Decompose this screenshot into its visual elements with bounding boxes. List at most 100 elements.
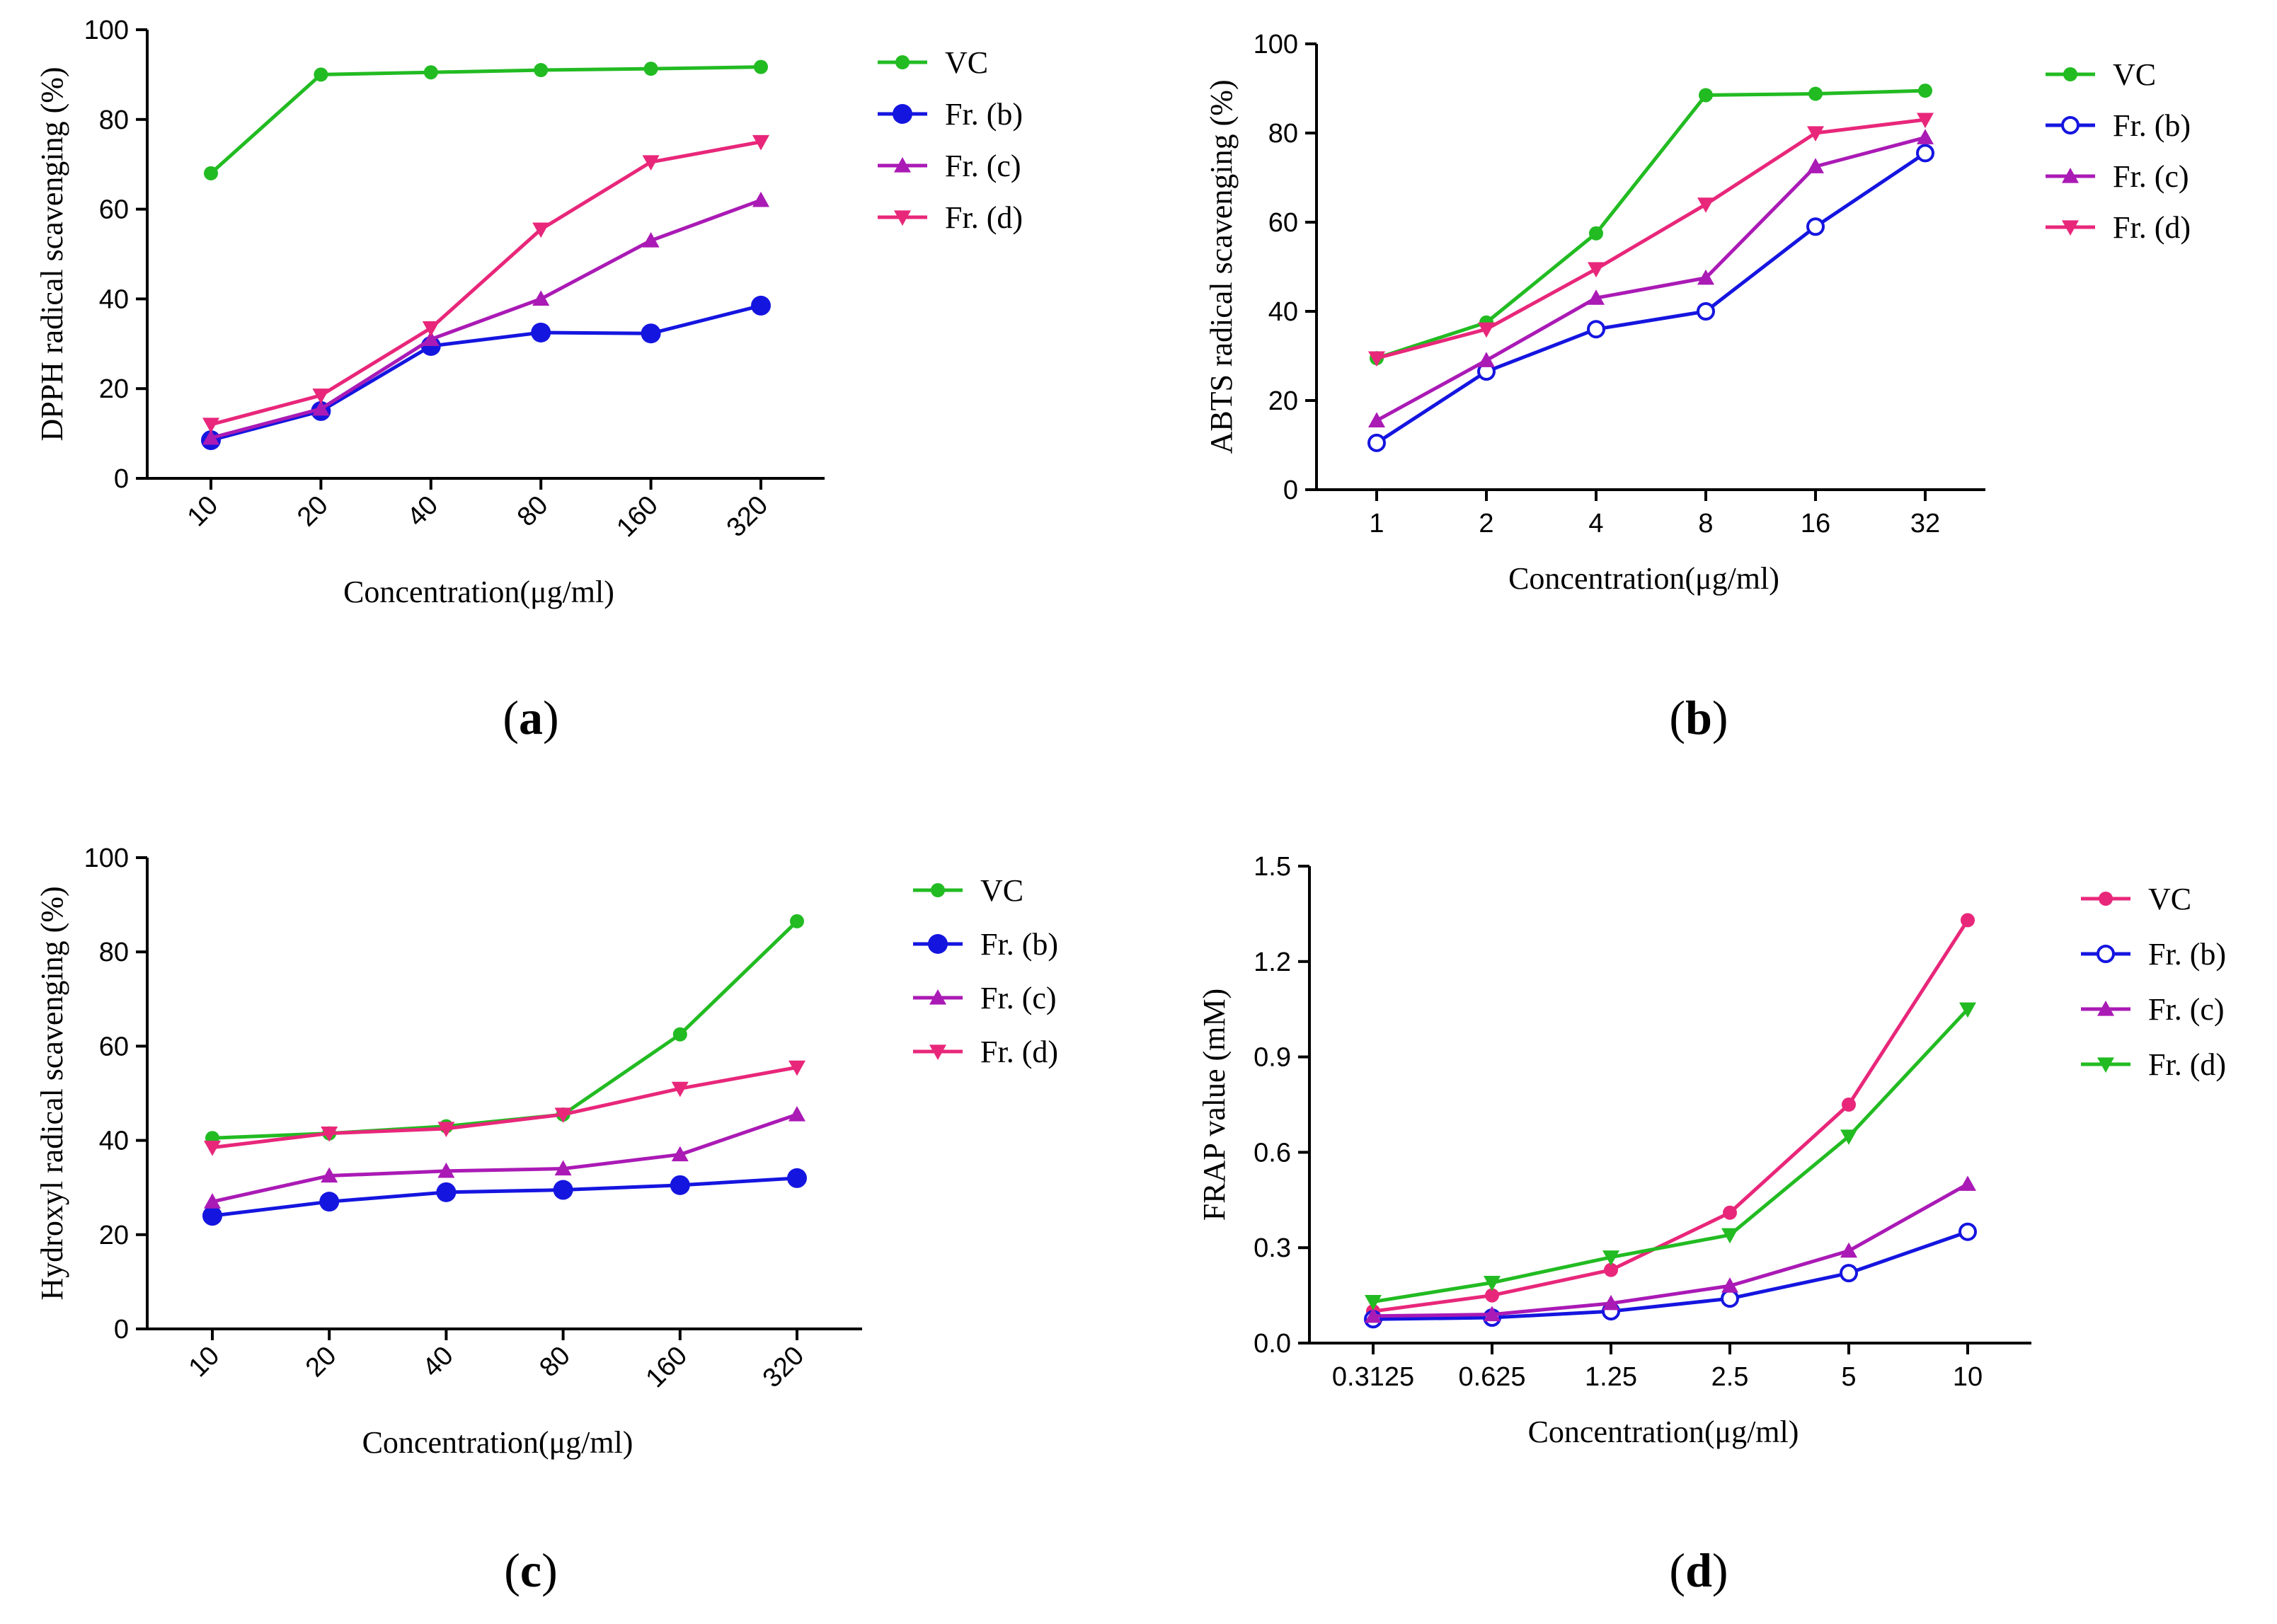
chart-b-y-tick-label: 40	[1268, 297, 1298, 327]
chart-b-data-point	[1697, 269, 1714, 285]
chart-a-data-point	[532, 290, 550, 306]
chart-b-data-point	[1589, 226, 1603, 241]
chart-d-data-point	[1840, 1242, 1857, 1258]
chart-d-series-line	[1372, 1008, 1969, 1304]
chart-c-legend-label: VC	[980, 873, 1023, 908]
chart-a-y-tick-label: 60	[99, 195, 129, 225]
chart-b-xlabel: Concentration(μg/ml)	[1508, 561, 1779, 596]
chart-c-xlabel: Concentration(μg/ml)	[362, 1425, 633, 1460]
chart-d-ylabel: FRAP value (mM)	[1197, 989, 1232, 1221]
chart-d-data-point	[1485, 1288, 1499, 1303]
chart-a-y-tick-label: 80	[99, 105, 129, 135]
chart-d-data-point	[1840, 1264, 1858, 1283]
chart-a-data-point	[532, 222, 550, 238]
chart-d-x-tick-label: 1.25	[1585, 1362, 1637, 1392]
chart-a-data-point	[202, 417, 219, 433]
chart-c-data-point	[436, 1182, 457, 1202]
chart-a-x-tick-label: 160	[611, 490, 664, 543]
chart-d-x-tick-label: 0.3125	[1332, 1362, 1414, 1392]
chart-a-y-tick-label: 40	[99, 284, 129, 314]
chart-b-data-point	[1697, 197, 1714, 213]
chart-d-series-2	[1365, 1175, 1976, 1323]
chart-d-data-point	[1840, 1129, 1857, 1145]
chart-b-data-point	[1587, 320, 1605, 339]
chart-d-data-point	[1602, 1250, 1619, 1266]
chart-c-y-tick-label: 20	[99, 1221, 129, 1250]
chart-a-data-point	[423, 65, 438, 80]
chart-b-series-0	[1370, 83, 1932, 366]
chart-b-x-tick-label: 4	[1588, 509, 1603, 539]
chart-a-y-tick-label: 0	[114, 464, 129, 494]
chart-a-series-line	[210, 198, 762, 440]
chart-d-data-point	[1602, 1294, 1619, 1311]
chart-a-x-tick-label: 20	[292, 490, 334, 533]
chart-a-legend-entry: Fr. (b)	[878, 97, 1023, 132]
chart-c-svg: 0 20 40 60 80 100 10 20 40 80 160 320 Hydroxyl radic…	[35, 843, 1058, 1460]
chart-a-series-line	[210, 304, 762, 442]
chart-a-data-point	[642, 155, 660, 171]
chart-d-x-tick-label: 10	[1953, 1362, 1983, 1392]
chart-b-data-point	[1806, 217, 1825, 236]
chart-d-y-tick-label: 0.6	[1254, 1138, 1291, 1168]
chart-c-y-tick-label: 40	[99, 1127, 129, 1156]
chart-c-x-tick-label: 10	[183, 1341, 226, 1383]
chart-b-data-point	[1916, 144, 1934, 163]
chart-b-y-tick-label: 60	[1268, 208, 1298, 238]
chart-b-data-point	[1588, 262, 1605, 278]
chart-b-legend-marker	[2061, 116, 2080, 134]
chart-d-data-point	[1959, 1002, 1976, 1018]
chart-d-series-line	[1372, 1182, 1969, 1318]
chart-b-data-point	[1917, 129, 1934, 144]
chart-c-y-tick-label: 60	[99, 1032, 129, 1061]
chart-b-series-line	[1376, 88, 1926, 360]
chart-c-legend-entry: Fr. (d)	[913, 1035, 1058, 1069]
chart-a-data-point	[312, 388, 330, 404]
chart-a-series-3	[202, 134, 769, 433]
chart-d-xlabel: Concentration(μg/ml)	[1528, 1415, 1799, 1449]
chart-a-data-point	[202, 429, 219, 445]
chart-b-x-tick-label: 2	[1479, 509, 1493, 539]
chart-d-data-point	[1958, 1222, 1977, 1241]
chart-b-x-tick-label: 1	[1369, 509, 1384, 539]
chart-a-legend-label: Fr. (b)	[945, 97, 1023, 132]
chart-c-series-0	[205, 914, 804, 1146]
chart-c-data-point	[321, 1167, 338, 1183]
chart-b-ylabel: ABTS radical scavenging (%)	[1204, 79, 1239, 454]
chart-d-legend-marker	[2099, 892, 2113, 906]
panel-label-c: (c)	[504, 1543, 558, 1597]
chart-b-data-point	[1368, 351, 1385, 367]
chart-a-legend-marker	[894, 210, 911, 226]
chart-b-data-point	[1588, 289, 1605, 305]
chart-a-series-0	[204, 59, 768, 180]
chart-b-y-tick-label: 20	[1268, 386, 1298, 416]
chart-c-series-3	[204, 1060, 805, 1156]
chart-a-data-point	[752, 191, 769, 207]
chart-b-data-point	[1697, 302, 1715, 321]
chart-c-y-tick-label: 80	[99, 938, 129, 967]
chart-b-data-point	[1478, 352, 1495, 367]
chart-b-x-tick-label: 16	[1801, 509, 1830, 539]
chart-b-data-point	[1918, 83, 1932, 98]
panel-label-d: (d)	[1669, 1543, 1728, 1597]
chart-b-series-1	[1367, 144, 1934, 452]
chart-b-legend-entry: VC	[2046, 57, 2156, 92]
chart-b-data-point	[1807, 158, 1824, 173]
chart-a-x-tick-label: 40	[402, 490, 444, 533]
chart-d-y-tick-label: 0.3	[1254, 1233, 1291, 1263]
chart-c-data-point	[788, 1060, 805, 1076]
chart-c-data-point	[321, 1127, 338, 1142]
chart-a-data-point	[751, 295, 771, 316]
chart-c-legend-label: Fr. (d)	[980, 1035, 1058, 1069]
chart-c-data-point	[437, 1122, 455, 1137]
chart-a-series-1	[201, 295, 771, 451]
chart-d-data-point	[1721, 1289, 1739, 1308]
chart-c-x-tick-label: 320	[757, 1341, 810, 1394]
chart-b-series-3	[1368, 113, 1934, 367]
chart-d-legend-label: VC	[2148, 882, 2191, 916]
chart-b-data-point	[1367, 433, 1386, 452]
chart-d-legend-entry: Fr. (d)	[2081, 1047, 2226, 1082]
chart-b-legend-entry: Fr. (b)	[2046, 108, 2191, 143]
chart-a-legend-label: VC	[945, 45, 988, 80]
chart-d-y-tick-label: 1.2	[1254, 948, 1291, 977]
chart-c-legend-entry: Fr. (b)	[913, 927, 1058, 962]
